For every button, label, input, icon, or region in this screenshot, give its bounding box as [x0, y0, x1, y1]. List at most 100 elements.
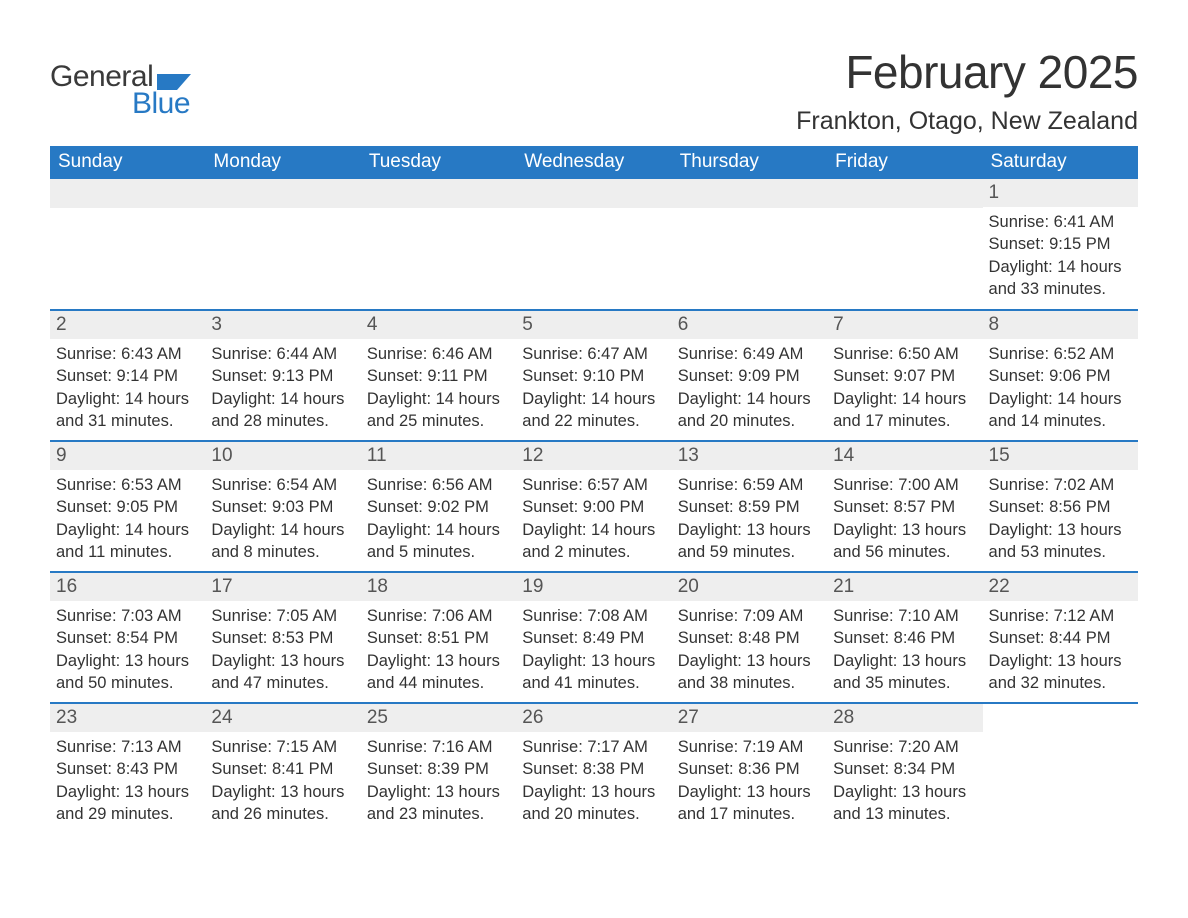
day-number: 21 [827, 573, 982, 601]
daylight-text: Daylight: 14 hours and 8 minutes. [211, 519, 354, 564]
daylight-text: Daylight: 13 hours and 38 minutes. [678, 650, 821, 695]
day-number: 20 [672, 573, 827, 601]
sunset-text: Sunset: 8:39 PM [367, 758, 510, 780]
day-number: 5 [516, 311, 671, 339]
daylight-text: Daylight: 13 hours and 13 minutes. [833, 781, 976, 826]
day-body: Sunrise: 6:46 AMSunset: 9:11 PMDaylight:… [361, 339, 516, 440]
sunset-text: Sunset: 8:49 PM [522, 627, 665, 649]
day-number: 27 [672, 704, 827, 732]
sunset-text: Sunset: 8:54 PM [56, 627, 199, 649]
daylight-text: Daylight: 13 hours and 20 minutes. [522, 781, 665, 826]
week-row: 16Sunrise: 7:03 AMSunset: 8:54 PMDayligh… [50, 571, 1138, 702]
day-number: 28 [827, 704, 982, 732]
weekday-header-cell: Tuesday [361, 146, 516, 179]
weekday-header-cell: Saturday [983, 146, 1138, 179]
calendar: SundayMondayTuesdayWednesdayThursdayFrid… [50, 146, 1138, 833]
day-body: Sunrise: 7:06 AMSunset: 8:51 PMDaylight:… [361, 601, 516, 702]
sunset-text: Sunset: 9:02 PM [367, 496, 510, 518]
daylight-text: Daylight: 13 hours and 47 minutes. [211, 650, 354, 695]
day-cell: 1Sunrise: 6:41 AMSunset: 9:15 PMDaylight… [983, 179, 1138, 309]
sunrise-text: Sunrise: 6:52 AM [989, 343, 1132, 365]
daylight-text: Daylight: 13 hours and 56 minutes. [833, 519, 976, 564]
sunset-text: Sunset: 9:05 PM [56, 496, 199, 518]
sunset-text: Sunset: 9:10 PM [522, 365, 665, 387]
logo-text: General Blue [50, 63, 191, 118]
day-body: Sunrise: 6:53 AMSunset: 9:05 PMDaylight:… [50, 470, 205, 571]
day-number: 22 [983, 573, 1138, 601]
day-cell: 3Sunrise: 6:44 AMSunset: 9:13 PMDaylight… [205, 311, 360, 440]
daylight-text: Daylight: 14 hours and 28 minutes. [211, 388, 354, 433]
day-body: Sunrise: 7:13 AMSunset: 8:43 PMDaylight:… [50, 732, 205, 833]
sunset-text: Sunset: 8:43 PM [56, 758, 199, 780]
daylight-text: Daylight: 13 hours and 17 minutes. [678, 781, 821, 826]
daylight-text: Daylight: 14 hours and 17 minutes. [833, 388, 976, 433]
day-cell [516, 179, 671, 309]
sunrise-text: Sunrise: 7:16 AM [367, 736, 510, 758]
sunset-text: Sunset: 8:48 PM [678, 627, 821, 649]
header: General Blue February 2025 Frankton, Ota… [50, 45, 1138, 136]
day-cell [827, 179, 982, 309]
day-number: 10 [205, 442, 360, 470]
daylight-text: Daylight: 14 hours and 33 minutes. [989, 256, 1132, 301]
daylight-text: Daylight: 13 hours and 32 minutes. [989, 650, 1132, 695]
week-row: 2Sunrise: 6:43 AMSunset: 9:14 PMDaylight… [50, 309, 1138, 440]
empty-day-bar [205, 179, 360, 208]
sunrise-text: Sunrise: 7:19 AM [678, 736, 821, 758]
day-number: 4 [361, 311, 516, 339]
day-number: 26 [516, 704, 671, 732]
sunset-text: Sunset: 9:03 PM [211, 496, 354, 518]
day-cell: 21Sunrise: 7:10 AMSunset: 8:46 PMDayligh… [827, 573, 982, 702]
sunset-text: Sunset: 8:51 PM [367, 627, 510, 649]
day-body: Sunrise: 6:44 AMSunset: 9:13 PMDaylight:… [205, 339, 360, 440]
sunrise-text: Sunrise: 6:53 AM [56, 474, 199, 496]
sunset-text: Sunset: 8:41 PM [211, 758, 354, 780]
daylight-text: Daylight: 14 hours and 25 minutes. [367, 388, 510, 433]
day-body: Sunrise: 7:20 AMSunset: 8:34 PMDaylight:… [827, 732, 982, 833]
day-number: 8 [983, 311, 1138, 339]
sunrise-text: Sunrise: 6:54 AM [211, 474, 354, 496]
empty-day-bar [516, 179, 671, 208]
sunrise-text: Sunrise: 6:57 AM [522, 474, 665, 496]
sunset-text: Sunset: 9:00 PM [522, 496, 665, 518]
day-number: 2 [50, 311, 205, 339]
day-number: 14 [827, 442, 982, 470]
day-cell: 26Sunrise: 7:17 AMSunset: 8:38 PMDayligh… [516, 704, 671, 833]
day-body: Sunrise: 6:41 AMSunset: 9:15 PMDaylight:… [983, 207, 1138, 308]
daylight-text: Daylight: 13 hours and 44 minutes. [367, 650, 510, 695]
day-cell: 5Sunrise: 6:47 AMSunset: 9:10 PMDaylight… [516, 311, 671, 440]
sunset-text: Sunset: 9:15 PM [989, 233, 1132, 255]
sunset-text: Sunset: 8:57 PM [833, 496, 976, 518]
day-body: Sunrise: 7:10 AMSunset: 8:46 PMDaylight:… [827, 601, 982, 702]
weekday-header-cell: Thursday [672, 146, 827, 179]
daylight-text: Daylight: 13 hours and 23 minutes. [367, 781, 510, 826]
day-cell: 18Sunrise: 7:06 AMSunset: 8:51 PMDayligh… [361, 573, 516, 702]
sunrise-text: Sunrise: 7:15 AM [211, 736, 354, 758]
day-cell: 12Sunrise: 6:57 AMSunset: 9:00 PMDayligh… [516, 442, 671, 571]
day-body: Sunrise: 6:56 AMSunset: 9:02 PMDaylight:… [361, 470, 516, 571]
sunrise-text: Sunrise: 7:05 AM [211, 605, 354, 627]
day-cell: 20Sunrise: 7:09 AMSunset: 8:48 PMDayligh… [672, 573, 827, 702]
weekday-header-row: SundayMondayTuesdayWednesdayThursdayFrid… [50, 146, 1138, 179]
day-body: Sunrise: 7:17 AMSunset: 8:38 PMDaylight:… [516, 732, 671, 833]
daylight-text: Daylight: 14 hours and 11 minutes. [56, 519, 199, 564]
day-body: Sunrise: 7:15 AMSunset: 8:41 PMDaylight:… [205, 732, 360, 833]
sunrise-text: Sunrise: 6:43 AM [56, 343, 199, 365]
day-cell: 4Sunrise: 6:46 AMSunset: 9:11 PMDaylight… [361, 311, 516, 440]
week-row: 23Sunrise: 7:13 AMSunset: 8:43 PMDayligh… [50, 702, 1138, 833]
sunrise-text: Sunrise: 7:17 AM [522, 736, 665, 758]
day-number: 15 [983, 442, 1138, 470]
daylight-text: Daylight: 14 hours and 14 minutes. [989, 388, 1132, 433]
daylight-text: Daylight: 13 hours and 41 minutes. [522, 650, 665, 695]
day-number: 3 [205, 311, 360, 339]
day-cell: 8Sunrise: 6:52 AMSunset: 9:06 PMDaylight… [983, 311, 1138, 440]
sunrise-text: Sunrise: 6:56 AM [367, 474, 510, 496]
sunrise-text: Sunrise: 6:59 AM [678, 474, 821, 496]
location-subtitle: Frankton, Otago, New Zealand [796, 107, 1138, 136]
sunset-text: Sunset: 9:07 PM [833, 365, 976, 387]
day-body: Sunrise: 6:49 AMSunset: 9:09 PMDaylight:… [672, 339, 827, 440]
sunrise-text: Sunrise: 6:47 AM [522, 343, 665, 365]
sunset-text: Sunset: 9:13 PM [211, 365, 354, 387]
sunset-text: Sunset: 9:11 PM [367, 365, 510, 387]
day-body: Sunrise: 7:08 AMSunset: 8:49 PMDaylight:… [516, 601, 671, 702]
day-cell: 6Sunrise: 6:49 AMSunset: 9:09 PMDaylight… [672, 311, 827, 440]
